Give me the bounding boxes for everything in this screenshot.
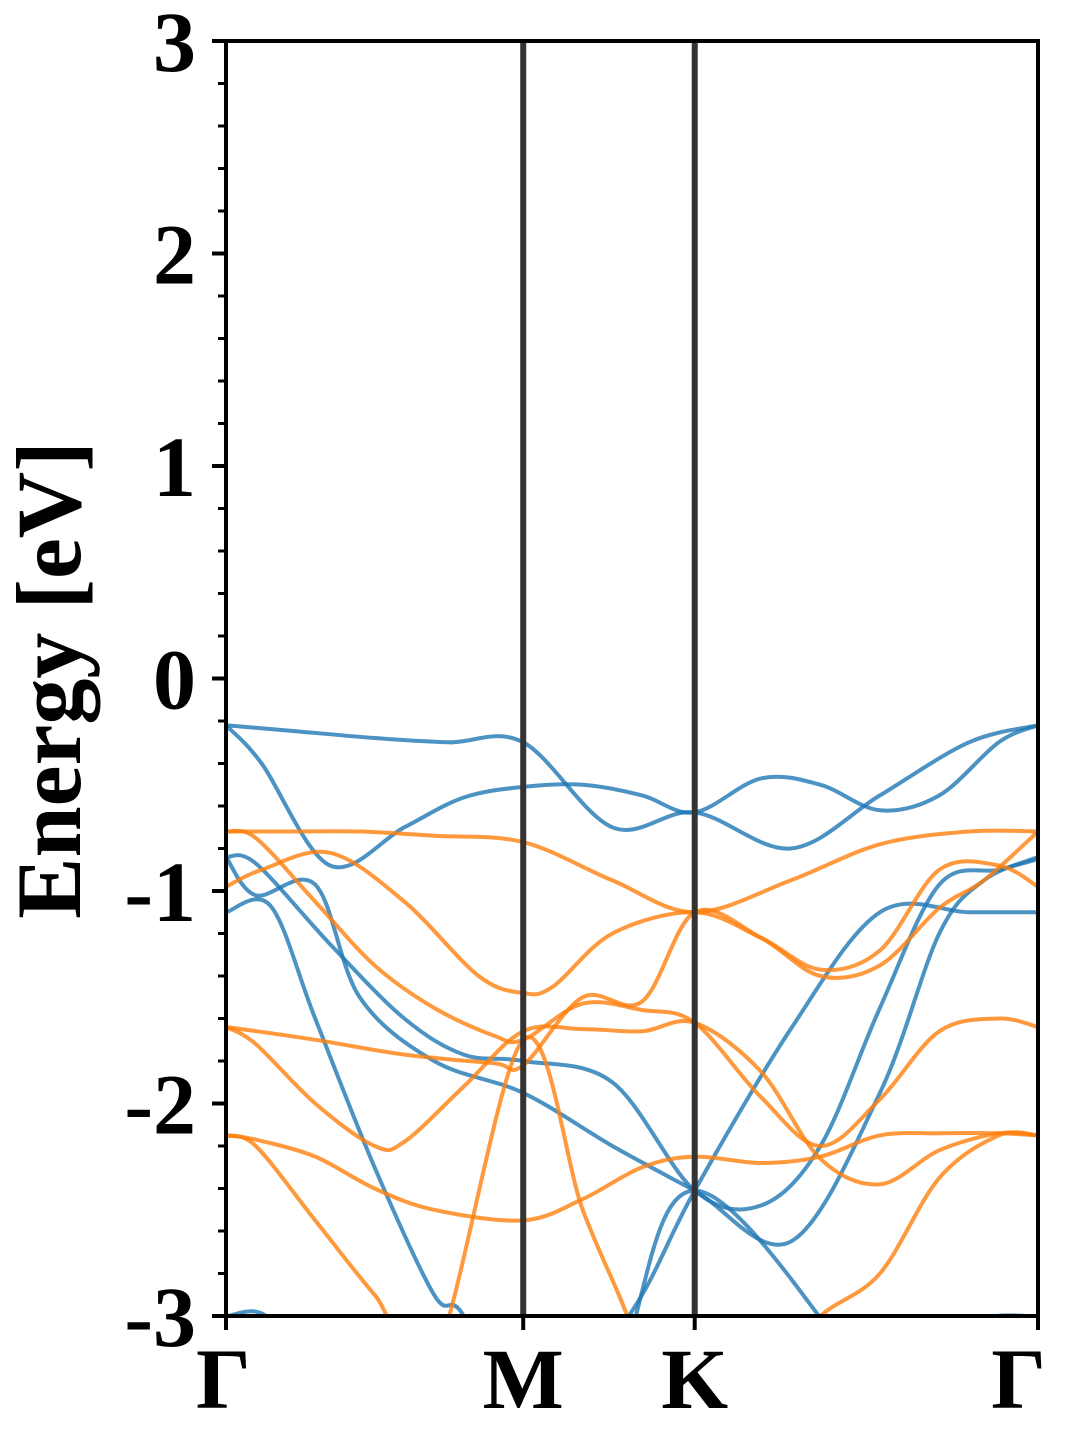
band-line-orange-12 <box>226 1131 1038 1223</box>
band-line-blue-2 <box>226 723 1038 870</box>
band-line-blue-5 <box>226 897 1038 1316</box>
band-line-orange-7 <box>226 828 1038 915</box>
x-tick-label: Γ <box>991 1331 1046 1427</box>
y-tick-label: 0 <box>153 632 196 728</box>
band-line-blue-1 <box>226 723 1038 851</box>
plot-frame <box>224 39 1040 1318</box>
band-line-orange-11 <box>226 1019 1038 1187</box>
y-tick-label: -2 <box>124 1057 196 1153</box>
y-tick-label: 2 <box>153 207 196 303</box>
band-line-orange-8 <box>226 849 1038 997</box>
x-tick-label: M <box>483 1331 564 1427</box>
high-symmetry-lines <box>520 41 698 1316</box>
y-tick-label: 1 <box>153 419 196 515</box>
band-lines <box>226 723 1038 1316</box>
x-tick-label: K <box>661 1331 728 1427</box>
y-tick-label: -3 <box>124 1269 196 1365</box>
x-tick-label: Γ <box>196 1331 251 1427</box>
band-line-orange-10 <box>226 829 1038 1072</box>
y-tick-labels: 3 2 1 0 -1 -2 -3 <box>124 0 196 1365</box>
band-line-blue-6 <box>226 1188 1038 1316</box>
y-tick-label: 3 <box>153 0 196 90</box>
y-axis-label: Energy [eV] <box>0 441 100 919</box>
axes <box>212 39 1040 1330</box>
band-line-blue-4 <box>226 855 1038 1247</box>
band-line-orange-13 <box>226 1035 1038 1316</box>
y-tick-label: -1 <box>124 844 196 940</box>
